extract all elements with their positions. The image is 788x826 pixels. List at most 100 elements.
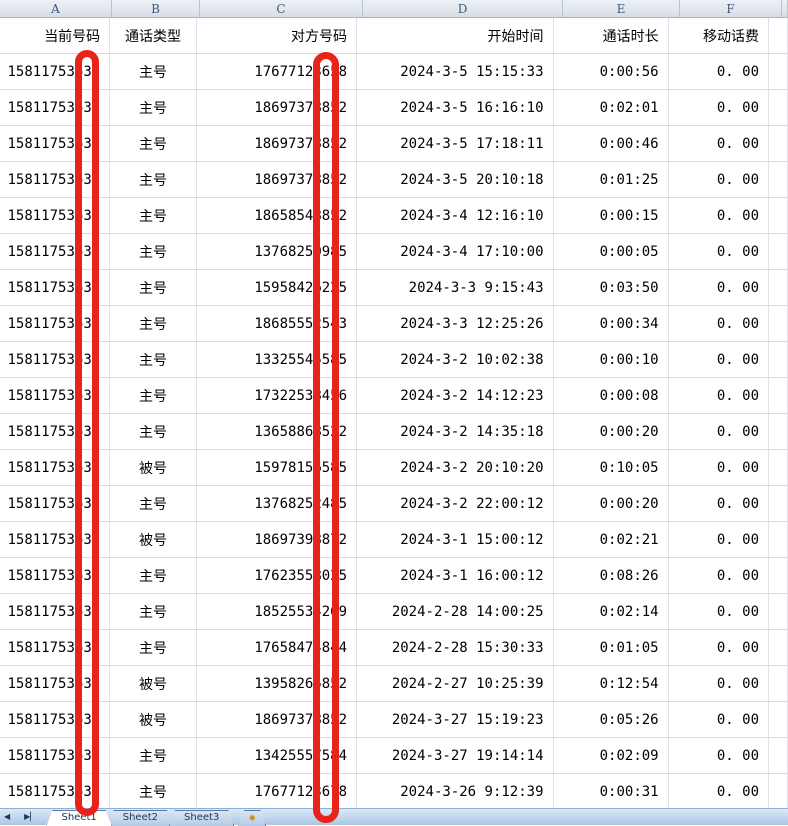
cell-other-number[interactable]: 15958426225 [196, 270, 358, 306]
cell-start-time[interactable]: 2024-3-4 12:16:10 [357, 198, 554, 234]
cell-duration[interactable]: 0:00:46 [553, 126, 669, 162]
cell-call-type[interactable]: 主号 [110, 198, 197, 234]
cell-other-number[interactable]: 13325545585 [196, 342, 358, 378]
cell-duration[interactable]: 0:00:34 [553, 306, 669, 342]
header-start-time[interactable]: 开始时间 [357, 18, 554, 54]
cell-other-number[interactable]: 13658868522 [196, 414, 358, 450]
cell-start-time[interactable]: 2024-3-5 16:16:10 [357, 90, 554, 126]
cell-other-number[interactable]: 17623558025 [196, 558, 358, 594]
cell-duration[interactable]: 0:10:05 [553, 450, 669, 486]
column-header-D[interactable]: D [363, 0, 563, 17]
cell-call-type[interactable]: 主号 [110, 414, 197, 450]
cell-fee[interactable]: 0. 00 [668, 198, 770, 234]
cell-duration[interactable]: 0:08:26 [553, 558, 669, 594]
cell-start-time[interactable]: 2024-3-2 10:02:38 [357, 342, 554, 378]
cell-start-time[interactable]: 2024-3-5 17:18:11 [357, 126, 554, 162]
cell-duration[interactable]: 0:02:21 [553, 522, 669, 558]
cell-other-number[interactable]: 18697378852 [196, 162, 358, 198]
cell-call-type[interactable]: 主号 [110, 774, 197, 810]
cell-duration[interactable]: 0:00:08 [553, 378, 669, 414]
header-fee[interactable]: 移动话费 [668, 18, 770, 54]
cell-duration[interactable]: 0:00:10 [553, 342, 669, 378]
cell-duration[interactable]: 0:01:05 [553, 630, 669, 666]
cell-fee[interactable]: 0. 00 [668, 90, 770, 126]
cell-call-type[interactable]: 主号 [110, 558, 197, 594]
cell-start-time[interactable]: 2024-3-4 17:10:00 [357, 234, 554, 270]
header-other-number[interactable]: 对方号码 [196, 18, 358, 54]
cell-duration[interactable]: 0:12:54 [553, 666, 669, 702]
cell-call-type[interactable]: 主号 [110, 126, 197, 162]
cell-call-type[interactable]: 被号 [110, 522, 197, 558]
cell-start-time[interactable]: 2024-2-28 15:30:33 [357, 630, 554, 666]
cell-start-time[interactable]: 2024-3-3 12:25:26 [357, 306, 554, 342]
cell-fee[interactable]: 0. 00 [668, 342, 770, 378]
cell-fee[interactable]: 0. 00 [668, 630, 770, 666]
cell-other-number[interactable]: 18697378852 [196, 90, 358, 126]
cell-start-time[interactable]: 2024-3-27 19:14:14 [357, 738, 554, 774]
sheet-nav-prev-icon[interactable]: ◀ [4, 812, 11, 821]
cell-fee[interactable]: 0. 00 [668, 486, 770, 522]
header-current-number[interactable]: 当前号码 [0, 18, 111, 54]
column-header-F[interactable]: F [680, 0, 782, 17]
cell-start-time[interactable]: 2024-3-5 20:10:18 [357, 162, 554, 198]
column-header-C[interactable]: C [200, 0, 363, 17]
cell-call-type[interactable]: 主号 [110, 162, 197, 198]
insert-sheet-tab[interactable]: ✸ [238, 810, 266, 826]
cell-duration[interactable]: 0:00:15 [553, 198, 669, 234]
cell-other-number[interactable]: 18685552543 [196, 306, 358, 342]
cell-start-time[interactable]: 2024-3-2 14:35:18 [357, 414, 554, 450]
cell-duration[interactable]: 0:02:01 [553, 90, 669, 126]
cell-fee[interactable]: 0. 00 [668, 270, 770, 306]
cell-other-number[interactable]: 17658474844 [196, 630, 358, 666]
sheet-nav-last-icon[interactable]: ▶▏ [24, 812, 37, 821]
cell-fee[interactable]: 0. 00 [668, 666, 770, 702]
cell-call-type[interactable]: 主号 [110, 234, 197, 270]
cell-call-type[interactable]: 主号 [110, 486, 197, 522]
cell-call-type[interactable]: 主号 [110, 342, 197, 378]
column-header-A[interactable]: A [0, 0, 112, 17]
column-header-B[interactable]: B [112, 0, 200, 17]
cell-call-type[interactable]: 被号 [110, 450, 197, 486]
tab-sheet3[interactable]: Sheet3 [169, 810, 234, 826]
header-duration[interactable]: 通话时长 [553, 18, 669, 54]
header-call-type[interactable]: 通话类型 [110, 18, 197, 54]
cell-duration[interactable]: 0:02:09 [553, 738, 669, 774]
cell-fee[interactable]: 0. 00 [668, 378, 770, 414]
cell-duration[interactable]: 0:00:05 [553, 234, 669, 270]
cell-fee[interactable]: 0. 00 [668, 126, 770, 162]
cell-start-time[interactable]: 2024-2-28 14:00:25 [357, 594, 554, 630]
cell-fee[interactable]: 0. 00 [668, 306, 770, 342]
cell-other-number[interactable]: 17677123658 [196, 54, 358, 90]
cell-start-time[interactable]: 2024-2-27 10:25:39 [357, 666, 554, 702]
cell-start-time[interactable]: 2024-3-2 22:00:12 [357, 486, 554, 522]
cell-fee[interactable]: 0. 00 [668, 414, 770, 450]
cell-fee[interactable]: 0. 00 [668, 774, 770, 810]
cell-fee[interactable]: 0. 00 [668, 522, 770, 558]
cell-fee[interactable]: 0. 00 [668, 450, 770, 486]
cell-other-number[interactable]: 13425557584 [196, 738, 358, 774]
cell-start-time[interactable]: 2024-3-1 16:00:12 [357, 558, 554, 594]
cell-duration[interactable]: 0:00:20 [553, 486, 669, 522]
cell-start-time[interactable]: 2024-3-5 15:15:33 [357, 54, 554, 90]
cell-duration[interactable]: 0:05:26 [553, 702, 669, 738]
cell-duration[interactable]: 0:03:50 [553, 270, 669, 306]
cell-duration[interactable]: 0:01:25 [553, 162, 669, 198]
cell-fee[interactable]: 0. 00 [668, 162, 770, 198]
cell-other-number[interactable]: 13768252485 [196, 486, 358, 522]
cell-call-type[interactable]: 被号 [110, 702, 197, 738]
column-header-E[interactable]: E [563, 0, 680, 17]
tab-sheet2[interactable]: Sheet2 [108, 810, 173, 826]
cell-fee[interactable]: 0. 00 [668, 594, 770, 630]
cell-other-number[interactable]: 18525534269 [196, 594, 358, 630]
cell-fee[interactable]: 0. 00 [668, 234, 770, 270]
cell-duration[interactable]: 0:02:14 [553, 594, 669, 630]
cell-start-time[interactable]: 2024-3-3 9:15:43 [357, 270, 554, 306]
cell-call-type[interactable]: 主号 [110, 306, 197, 342]
cell-fee[interactable]: 0. 00 [668, 54, 770, 90]
cell-start-time[interactable]: 2024-3-2 14:12:23 [357, 378, 554, 414]
cell-call-type[interactable]: 被号 [110, 666, 197, 702]
cell-duration[interactable]: 0:00:31 [553, 774, 669, 810]
cell-other-number[interactable]: 18697378852 [196, 126, 358, 162]
cell-other-number[interactable]: 18697378852 [196, 702, 358, 738]
cell-other-number[interactable]: 18697398872 [196, 522, 358, 558]
